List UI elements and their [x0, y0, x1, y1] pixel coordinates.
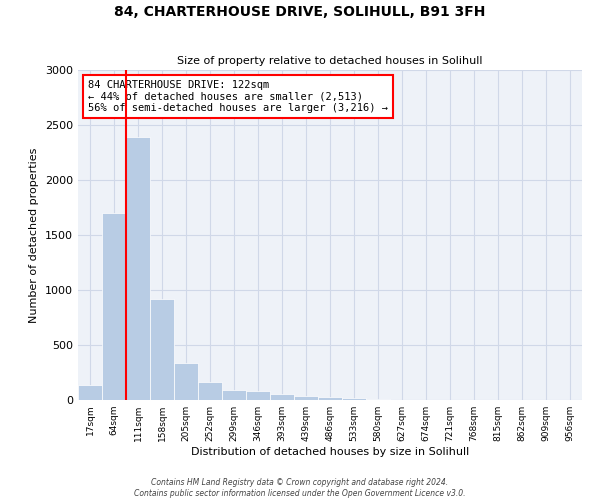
Bar: [150, 299, 174, 400]
Bar: [126, 137, 150, 400]
Bar: [78, 384, 102, 400]
Bar: [294, 396, 318, 400]
X-axis label: Distribution of detached houses by size in Solihull: Distribution of detached houses by size …: [191, 447, 469, 457]
Bar: [102, 213, 126, 400]
Y-axis label: Number of detached properties: Number of detached properties: [29, 148, 40, 322]
Bar: [222, 390, 246, 400]
Text: Contains HM Land Registry data © Crown copyright and database right 2024.
Contai: Contains HM Land Registry data © Crown c…: [134, 478, 466, 498]
Bar: [270, 394, 294, 400]
Bar: [342, 398, 366, 400]
Bar: [246, 391, 270, 400]
Bar: [318, 397, 342, 400]
Bar: [174, 362, 198, 400]
Text: 84, CHARTERHOUSE DRIVE, SOLIHULL, B91 3FH: 84, CHARTERHOUSE DRIVE, SOLIHULL, B91 3F…: [115, 5, 485, 19]
Bar: [198, 382, 222, 400]
Title: Size of property relative to detached houses in Solihull: Size of property relative to detached ho…: [177, 56, 483, 66]
Text: 84 CHARTERHOUSE DRIVE: 122sqm
← 44% of detached houses are smaller (2,513)
56% o: 84 CHARTERHOUSE DRIVE: 122sqm ← 44% of d…: [88, 80, 388, 113]
